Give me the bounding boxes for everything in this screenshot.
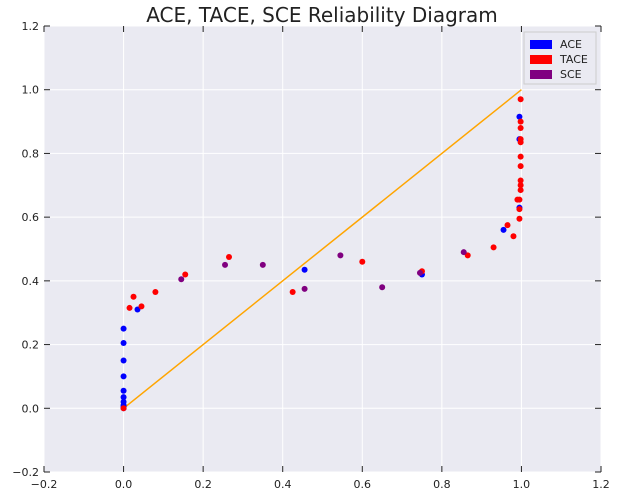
point-ace [120, 357, 127, 364]
y-tick-label: 1.0 [22, 84, 40, 97]
point-tace [517, 182, 524, 189]
point-tace [517, 136, 524, 143]
point-sce [222, 261, 229, 268]
y-tick-label: 0.4 [22, 275, 40, 288]
data-points [120, 96, 524, 412]
point-ace [120, 339, 127, 346]
point-tace [517, 177, 524, 184]
legend-swatch-sce [530, 70, 552, 79]
point-ace [120, 387, 127, 394]
point-ace [516, 113, 523, 120]
y-tick-label: 0.6 [22, 211, 40, 224]
axis-ticks: −0.2 0.0 0.2 0.4 0.6 0.8 1.0 1.2 −0.2 0.0 0.2 0.4 0.… [12, 20, 609, 491]
point-tace [510, 233, 517, 240]
point-tace [359, 258, 366, 265]
point-tace [516, 196, 523, 203]
point-tace [289, 289, 296, 296]
point-tace [152, 289, 159, 296]
point-tace [517, 124, 524, 131]
point-tace [226, 253, 233, 260]
legend-swatch-ace [530, 40, 552, 49]
x-tick-label: 0.4 [274, 478, 292, 491]
point-tace [120, 405, 127, 412]
point-sce [337, 252, 344, 259]
y-tick-label: 0.0 [22, 402, 40, 415]
point-ace [120, 398, 127, 405]
point-ace [120, 373, 127, 380]
x-tick-label: 0.2 [194, 478, 212, 491]
point-tace [516, 215, 523, 222]
point-tace [517, 118, 524, 125]
x-tick-label: −0.2 [31, 478, 58, 491]
x-tick-label: 1.0 [513, 478, 531, 491]
point-sce [301, 285, 308, 292]
legend-label-ace: ACE [560, 38, 582, 51]
y-tick-label: 0.8 [22, 147, 40, 160]
point-ace [500, 226, 507, 233]
point-ace [301, 266, 308, 273]
chart-title: ACE, TACE, SCE Reliability Diagram [146, 3, 498, 27]
point-sce [178, 276, 185, 283]
point-tace [517, 187, 524, 194]
point-sce [379, 284, 386, 291]
legend: ACE TACE SCE [523, 31, 597, 85]
point-tace [517, 163, 524, 170]
point-tace [517, 96, 524, 103]
point-tace [126, 304, 133, 311]
point-tace [490, 244, 497, 251]
y-tick-label: 0.2 [22, 339, 40, 352]
point-ace [120, 325, 127, 332]
perfect-calibration-line [123, 89, 522, 409]
x-tick-label: 0.0 [115, 478, 133, 491]
legend-label-tace: TACE [559, 53, 588, 66]
series-sce [178, 249, 467, 292]
point-tace [130, 293, 137, 300]
y-tick-label: 1.2 [22, 20, 40, 33]
x-tick-label: 1.2 [592, 478, 610, 491]
point-tace [182, 271, 189, 278]
point-sce [416, 269, 423, 276]
point-ace [120, 394, 127, 401]
x-tick-label: 0.8 [433, 478, 451, 491]
point-tace [516, 206, 523, 213]
grid-lines [43, 25, 602, 473]
y-tick-label: −0.2 [12, 466, 39, 479]
legend-label-sce: SCE [560, 68, 582, 81]
point-sce [259, 261, 266, 268]
point-tace [504, 222, 511, 229]
x-tick-label: 0.6 [354, 478, 372, 491]
point-tace [138, 303, 145, 310]
legend-swatch-tace [530, 55, 552, 64]
point-tace [517, 153, 524, 160]
point-sce [460, 249, 467, 256]
